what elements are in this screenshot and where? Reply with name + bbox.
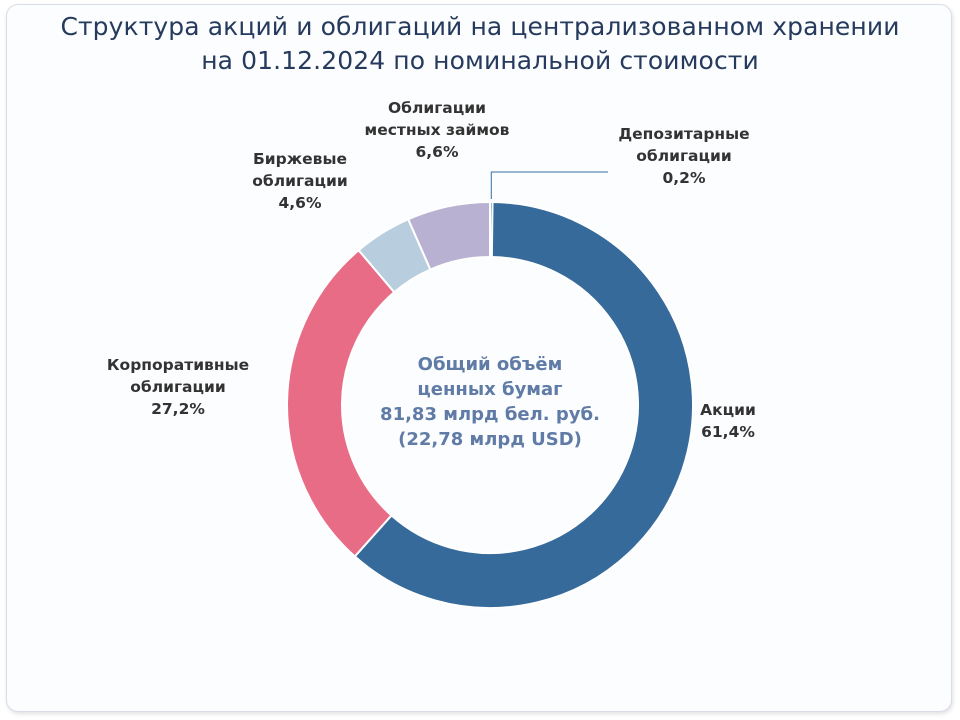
chart-title: Структура акций и облигаций на централиз… <box>0 10 960 78</box>
chart-title-line-1: Структура акций и облигаций на централиз… <box>60 12 900 41</box>
slice-label-line: Акции <box>700 401 756 419</box>
center-label: Общий объём ценных бумаг 81,83 млрд бел.… <box>380 354 600 450</box>
slice-label-line: облигации <box>636 147 731 165</box>
slice-percent: 4,6% <box>279 194 322 212</box>
slice-облигации-местных-займов <box>406 200 491 271</box>
slice-корпоративные-облигации <box>286 248 396 558</box>
slice-label-депозитарные-облигации: Депозитарные облигации 0,2% <box>618 125 749 187</box>
slice-label-акции: Акции 61,4% <box>700 401 756 441</box>
donut-slices <box>286 200 694 609</box>
slice-label-line: Облигации <box>388 99 486 117</box>
chart-title-line-2: на 01.12.2024 по номинальной стоимости <box>201 46 759 75</box>
slice-label-line: Депозитарные <box>618 125 749 143</box>
slice-label-облигации-местных-займов: Облигации местных займов 6,6% <box>365 99 510 161</box>
slice-labels: Депозитарные облигации 0,2% Акции 61,4% Корпо… <box>107 99 756 441</box>
slice-percent: 27,2% <box>151 400 205 418</box>
slice-акции <box>353 201 694 609</box>
slice-percent: 0,2% <box>663 169 706 187</box>
center-label-line-4: (22,78 млрд USD) <box>398 429 582 450</box>
slice-label-line: облигации <box>130 378 225 396</box>
slice-label-line: Корпоративные <box>107 356 249 374</box>
slice-label-line: облигации <box>252 172 347 190</box>
slice-label-line: местных займов <box>365 121 510 139</box>
center-label-line-1: Общий объём <box>418 354 563 375</box>
slice-percent: 61,4% <box>701 423 755 441</box>
slice-label-корпоративные-облигации: Корпоративные облигации 27,2% <box>107 356 249 418</box>
leader-line-depository <box>490 171 608 200</box>
center-label-line-2: ценных бумаг <box>417 379 562 400</box>
slice-label-line: Биржевые <box>253 150 347 168</box>
slice-percent: 6,6% <box>416 143 459 161</box>
leader-lines <box>490 171 608 200</box>
center-label-line-3: 81,83 млрд бел. руб. <box>380 404 600 425</box>
slice-label-биржевые-облигации: Биржевые облигации 4,6% <box>252 150 347 212</box>
